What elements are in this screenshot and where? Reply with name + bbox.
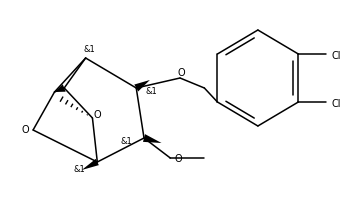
Polygon shape <box>134 80 150 91</box>
Text: &1: &1 <box>121 137 132 146</box>
Text: O: O <box>93 110 101 120</box>
Text: methyl stub: methyl stub <box>206 157 215 159</box>
Text: &1: &1 <box>84 46 95 54</box>
Text: &1: &1 <box>74 165 86 175</box>
Polygon shape <box>143 134 162 143</box>
Text: O: O <box>174 154 182 164</box>
Polygon shape <box>55 84 66 92</box>
Text: O: O <box>21 125 29 135</box>
Text: Cl: Cl <box>331 51 341 61</box>
Text: Cl: Cl <box>331 99 341 109</box>
Polygon shape <box>82 159 99 170</box>
Text: &1: &1 <box>146 86 158 95</box>
Text: O: O <box>177 68 185 78</box>
